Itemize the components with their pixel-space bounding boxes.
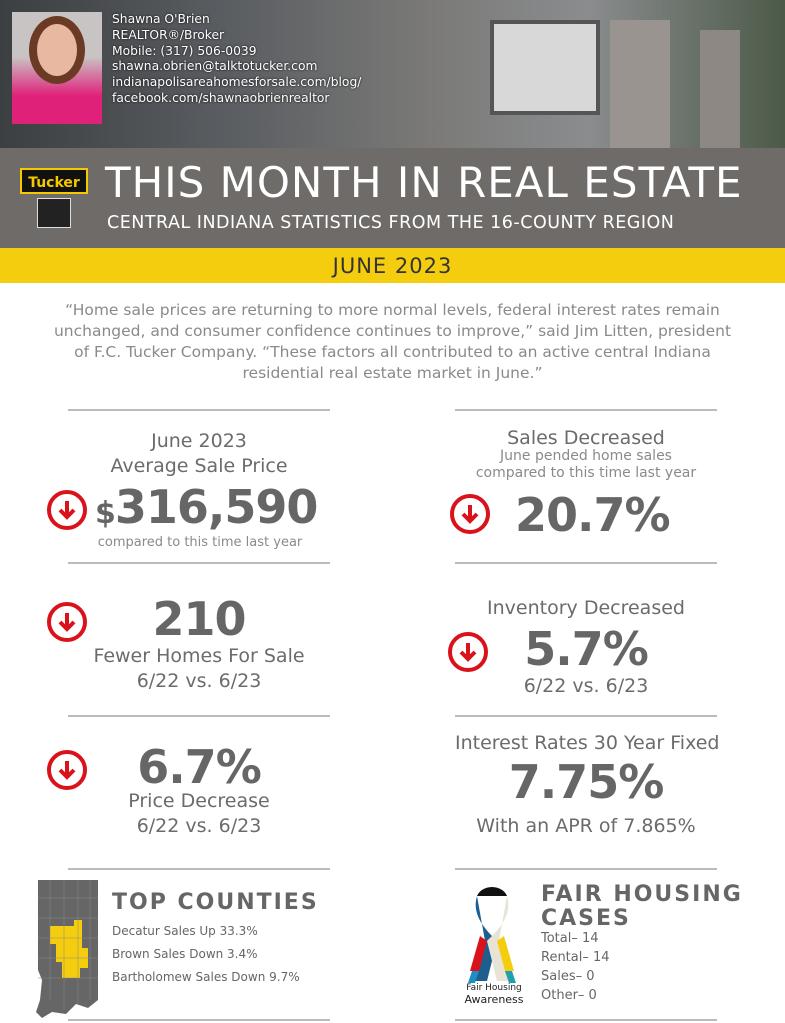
avg-price-line1: June 2023 [151,430,247,452]
homes-value: 210 [152,592,246,646]
divider [68,562,330,564]
homes-label: Fewer Homes For Sale [93,645,305,667]
title-banner [0,148,785,248]
quote: “Home sale prices are returning to more … [53,301,732,382]
ribbon-line1: Fair Housing [466,983,522,993]
value: 316,590 [114,480,319,534]
house-pillar-image [610,20,670,148]
homes-period: 6/22 vs. 6/23 [136,670,262,692]
divider [455,715,717,717]
tucker-logo: Tucker [20,168,88,230]
agent-photo [12,12,102,124]
arrow-down-circle-icon [47,490,87,530]
currency: $ [95,496,116,531]
divider [68,868,330,870]
price-label: Price Decrease [128,790,270,812]
agent-email[interactable]: shawna.obrien@talktotucker.com [112,59,318,74]
fair-housing-item: Rental– 14 [541,950,610,965]
divider [455,1019,717,1021]
agent-facebook[interactable]: facebook.com/shawnaobrienrealtor [112,90,330,105]
page-subtitle: CENTRAL INDIANA STATISTICS FROM THE 16-C… [107,213,675,233]
divider [68,409,330,411]
price-period: 6/22 vs. 6/23 [136,815,262,837]
fair-housing-item: Sales– 0 [541,969,595,984]
fair-housing-title: FAIR HOUSING [541,882,743,907]
divider [455,562,717,564]
month-bar: JUNE 2023 [0,248,785,283]
agent-info: Shawna O'Brien REALTOR®/Broker Mobile: (… [112,12,361,107]
avg-price-line2: Average Sale Price [110,455,288,477]
agent-blog[interactable]: indianapolisareahomesforsale.com/blog/ [112,75,362,90]
ribbon-line2: Awareness [464,993,524,1006]
sales-line1: June pended home sales [500,448,672,464]
fair-housing-item: Other– 0 [541,988,597,1003]
rates-title: Interest Rates 30 Year Fixed [455,732,720,754]
top-counties-title: TOP COUNTIES [112,890,319,915]
arrow-down-circle-icon [450,494,490,534]
page-title: THIS MONTH IN REAL ESTATE [105,158,743,207]
garage-door-image [490,20,600,115]
agent-name: Shawna O'Brien [112,12,210,26]
divider [68,1019,330,1021]
agent-title: REALTOR®/Broker [112,27,225,42]
avg-price-value: $316,590 [95,480,319,534]
rates-value: 7.75% [508,755,665,809]
house-pillar-image [700,30,740,148]
sales-title: Sales Decreased [507,427,665,449]
sales-value: 20.7% [515,488,671,542]
divider [68,715,330,717]
arrow-down-circle-icon [47,602,87,642]
arrow-down-circle-icon [448,632,488,672]
ribbon-caption: Fair Housing Awareness [458,983,530,1005]
sales-line2: compared to this time last year [475,465,697,481]
price-value: 6.7% [137,740,262,794]
indiana-map-icon [36,880,98,1018]
agent-mobile: Mobile: (317) 506-0039 [112,43,257,58]
fair-housing-ribbon-icon [468,887,516,983]
rates-apr: With an APR of 7.865% [476,815,696,837]
fair-housing-item: Total– 14 [541,931,599,946]
county-item: Decatur Sales Up 33.3% [112,924,258,938]
inventory-title: Inventory Decreased [487,597,685,619]
inventory-period: 6/22 vs. 6/23 [523,675,649,697]
avg-price-note: compared to this time last year [97,535,303,550]
county-item: Bartholomew Sales Down 9.7% [112,970,300,984]
inventory-value: 5.7% [524,622,649,676]
divider [455,409,717,411]
county-item: Brown Sales Down 3.4% [112,947,258,961]
arrow-down-circle-icon [47,750,87,790]
fair-housing-title2: CASES [541,906,631,931]
divider [455,868,717,870]
